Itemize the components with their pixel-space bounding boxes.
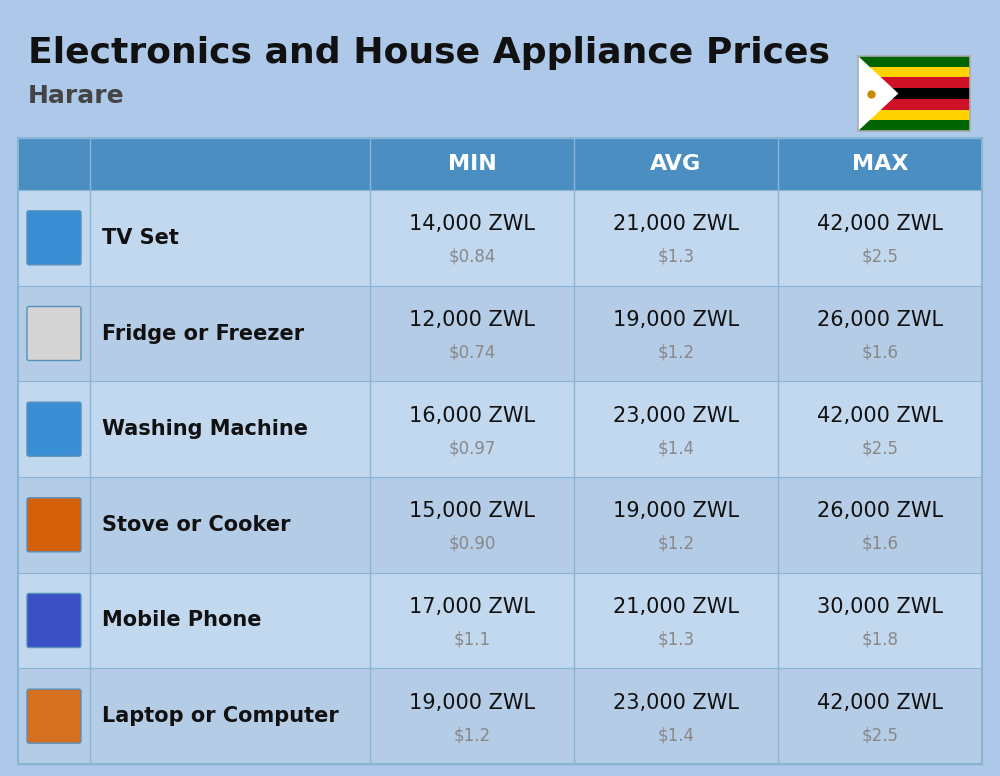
Text: 30,000 ZWL: 30,000 ZWL — [817, 597, 943, 617]
FancyBboxPatch shape — [27, 594, 81, 647]
Text: $1.2: $1.2 — [657, 535, 695, 553]
Text: Harare: Harare — [28, 84, 125, 108]
FancyBboxPatch shape — [18, 381, 982, 477]
FancyBboxPatch shape — [18, 190, 982, 286]
Text: $1.3: $1.3 — [657, 631, 695, 649]
FancyBboxPatch shape — [858, 67, 970, 78]
Text: 21,000 ZWL: 21,000 ZWL — [613, 214, 739, 234]
Text: 42,000 ZWL: 42,000 ZWL — [817, 693, 943, 713]
FancyBboxPatch shape — [27, 498, 81, 552]
Text: 17,000 ZWL: 17,000 ZWL — [409, 597, 535, 617]
Text: Washing Machine: Washing Machine — [102, 419, 308, 439]
FancyBboxPatch shape — [858, 109, 970, 120]
Text: $1.8: $1.8 — [862, 631, 898, 649]
Text: $1.6: $1.6 — [862, 535, 898, 553]
FancyBboxPatch shape — [18, 668, 982, 764]
FancyBboxPatch shape — [18, 286, 982, 381]
Text: 26,000 ZWL: 26,000 ZWL — [817, 501, 943, 521]
Text: $2.5: $2.5 — [862, 726, 898, 744]
Text: 23,000 ZWL: 23,000 ZWL — [613, 693, 739, 713]
Text: 14,000 ZWL: 14,000 ZWL — [409, 214, 535, 234]
FancyBboxPatch shape — [18, 477, 982, 573]
Text: $0.74: $0.74 — [448, 344, 496, 362]
FancyBboxPatch shape — [18, 573, 982, 668]
Text: $0.90: $0.90 — [448, 535, 496, 553]
FancyBboxPatch shape — [858, 120, 970, 131]
Text: 42,000 ZWL: 42,000 ZWL — [817, 214, 943, 234]
FancyBboxPatch shape — [858, 88, 970, 99]
Text: MIN: MIN — [448, 154, 496, 174]
Text: $1.4: $1.4 — [658, 439, 694, 457]
Polygon shape — [858, 56, 898, 131]
Text: 19,000 ZWL: 19,000 ZWL — [409, 693, 535, 713]
Text: $1.3: $1.3 — [657, 248, 695, 266]
Text: TV Set: TV Set — [102, 228, 179, 248]
FancyBboxPatch shape — [27, 689, 81, 743]
FancyBboxPatch shape — [858, 78, 970, 88]
Text: 21,000 ZWL: 21,000 ZWL — [613, 597, 739, 617]
Text: 23,000 ZWL: 23,000 ZWL — [613, 406, 739, 426]
Text: $2.5: $2.5 — [862, 248, 898, 266]
Text: $1.1: $1.1 — [453, 631, 491, 649]
Text: $0.84: $0.84 — [448, 248, 496, 266]
FancyBboxPatch shape — [858, 99, 970, 109]
Text: Electronics and House Appliance Prices: Electronics and House Appliance Prices — [28, 36, 830, 70]
Text: AVG: AVG — [650, 154, 702, 174]
FancyBboxPatch shape — [27, 307, 81, 361]
Text: MAX: MAX — [852, 154, 908, 174]
Text: 16,000 ZWL: 16,000 ZWL — [409, 406, 535, 426]
FancyBboxPatch shape — [858, 56, 970, 67]
Text: 42,000 ZWL: 42,000 ZWL — [817, 406, 943, 426]
FancyBboxPatch shape — [27, 402, 81, 456]
Text: 15,000 ZWL: 15,000 ZWL — [409, 501, 535, 521]
Text: $1.2: $1.2 — [453, 726, 491, 744]
Text: $1.4: $1.4 — [658, 726, 694, 744]
Text: 19,000 ZWL: 19,000 ZWL — [613, 310, 739, 330]
Text: $2.5: $2.5 — [862, 439, 898, 457]
FancyBboxPatch shape — [27, 211, 81, 265]
FancyBboxPatch shape — [18, 138, 982, 190]
Text: 19,000 ZWL: 19,000 ZWL — [613, 501, 739, 521]
Text: $1.6: $1.6 — [862, 344, 898, 362]
Text: 26,000 ZWL: 26,000 ZWL — [817, 310, 943, 330]
Text: Mobile Phone: Mobile Phone — [102, 611, 262, 630]
Text: 12,000 ZWL: 12,000 ZWL — [409, 310, 535, 330]
Text: $1.2: $1.2 — [657, 344, 695, 362]
Text: $0.97: $0.97 — [448, 439, 496, 457]
Text: Fridge or Freezer: Fridge or Freezer — [102, 324, 304, 344]
Text: Laptop or Computer: Laptop or Computer — [102, 706, 339, 726]
Text: Stove or Cooker: Stove or Cooker — [102, 514, 290, 535]
